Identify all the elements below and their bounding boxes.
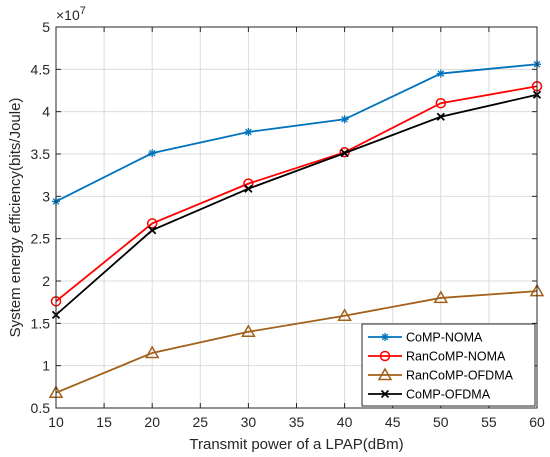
y-tick-label: 4.5 [31, 61, 51, 77]
x-axis-label: Transmit power of a LPAP(dBm) [189, 436, 403, 453]
x-tick-label: 50 [433, 414, 449, 430]
legend-label: RanCoMP-NOMA [406, 350, 506, 364]
data-point [436, 112, 445, 121]
x-tick-label: 45 [385, 414, 401, 430]
legend-marker [380, 389, 390, 399]
y-tick-label: 0.5 [31, 400, 51, 416]
data-point [241, 324, 256, 338]
series-line [55, 93, 538, 316]
legend-marker [377, 367, 393, 381]
y-axis-multiplier: ×107 [56, 5, 86, 23]
data-point [433, 290, 449, 304]
legend-marker [379, 350, 391, 362]
legend-item: CoMP-NOMA [368, 331, 483, 345]
legend: CoMP-NOMA RanCoMP-NOMA RanCoMP-OFDMA CoMP-O… [361, 323, 536, 407]
y-tick-label: 2 [42, 273, 50, 289]
y-tick-label: 2.5 [31, 231, 51, 247]
series-line [55, 85, 538, 303]
x-tick-label: 10 [48, 414, 64, 430]
data-point [148, 226, 157, 235]
data-point [436, 69, 445, 78]
legend-item: RanCoMP-NOMA [368, 350, 506, 364]
data-point [340, 115, 349, 124]
x-tick-label: 20 [144, 414, 160, 430]
legend-item: CoMP-OFDMA [368, 388, 491, 402]
x-tick-label: 60 [529, 414, 545, 430]
legend-label: RanCoMP-OFDMA [406, 369, 514, 383]
series-line [55, 63, 538, 203]
data-point [244, 184, 253, 193]
x-tick-label: 40 [337, 414, 353, 430]
y-tick-label: 5 [42, 19, 50, 35]
y-tick-label: 1 [42, 358, 50, 374]
y-tick-label: 1.5 [31, 315, 51, 331]
data-point [148, 149, 157, 158]
data-point [146, 218, 158, 229]
x-tick-label: 25 [193, 414, 209, 430]
series-line [55, 290, 538, 394]
data-point [435, 97, 447, 109]
ticks: 10 15 20 25 30 35 40 45 50 55 60 0.5 1 1.5 2 2.5 3 3.5 4 4.… [31, 19, 545, 430]
legend-label: CoMP-OFDMA [406, 388, 491, 402]
y-axis-label: System energy efficiency(bits/Joule) [7, 98, 24, 338]
legend-label: CoMP-NOMA [406, 331, 483, 345]
y-tick-label: 4 [42, 104, 50, 120]
data-point [144, 345, 160, 359]
data-point [337, 308, 352, 321]
y-axis-multiplier-exponent: 7 [80, 5, 86, 17]
data-point [340, 149, 349, 158]
y-tick-label: 3 [42, 188, 50, 204]
series-rancomp-ofdma [48, 283, 545, 399]
y-axis-multiplier-base: ×10 [56, 7, 80, 23]
x-tick-label: 30 [241, 414, 257, 430]
legend-marker [381, 333, 389, 341]
x-tick-label: 55 [481, 414, 497, 430]
data-point [244, 127, 253, 136]
y-tick-label: 3.5 [31, 146, 51, 162]
x-tick-label: 15 [96, 414, 112, 430]
legend-item: RanCoMP-OFDMA [368, 367, 514, 383]
x-tick-label: 35 [289, 414, 305, 430]
